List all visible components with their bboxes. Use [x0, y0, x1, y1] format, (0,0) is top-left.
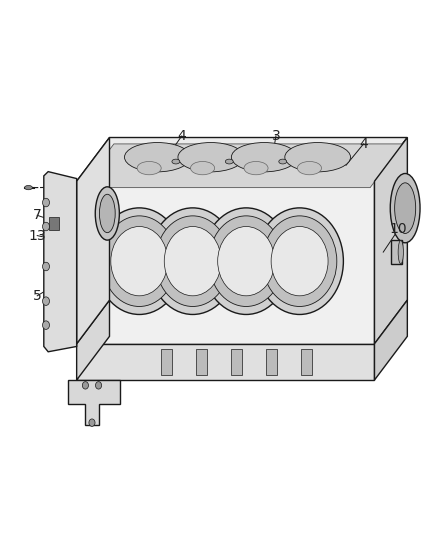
Ellipse shape — [82, 382, 88, 389]
Polygon shape — [196, 349, 207, 375]
Ellipse shape — [95, 382, 102, 389]
Polygon shape — [301, 349, 312, 375]
Polygon shape — [266, 349, 277, 375]
Ellipse shape — [244, 161, 268, 175]
Ellipse shape — [209, 216, 283, 306]
Polygon shape — [77, 138, 407, 181]
Ellipse shape — [225, 159, 233, 164]
Ellipse shape — [102, 216, 177, 306]
Polygon shape — [391, 240, 402, 264]
Polygon shape — [44, 172, 77, 352]
Ellipse shape — [137, 161, 161, 175]
Text: 3: 3 — [272, 129, 280, 143]
Ellipse shape — [42, 297, 49, 305]
Ellipse shape — [95, 187, 119, 240]
Ellipse shape — [285, 142, 350, 172]
Text: 7: 7 — [33, 208, 42, 222]
Ellipse shape — [25, 185, 32, 190]
Polygon shape — [231, 349, 242, 375]
Ellipse shape — [191, 161, 215, 175]
Polygon shape — [374, 300, 407, 380]
Ellipse shape — [42, 198, 49, 207]
Text: 5: 5 — [33, 289, 42, 303]
Ellipse shape — [202, 208, 290, 314]
Ellipse shape — [95, 208, 183, 314]
Ellipse shape — [390, 173, 420, 243]
Polygon shape — [77, 300, 110, 380]
Ellipse shape — [89, 419, 95, 426]
Polygon shape — [77, 344, 374, 380]
Ellipse shape — [271, 227, 328, 296]
Ellipse shape — [172, 159, 180, 164]
Ellipse shape — [398, 240, 403, 264]
Ellipse shape — [42, 321, 49, 329]
Ellipse shape — [42, 262, 49, 271]
Ellipse shape — [256, 208, 343, 314]
Text: 13: 13 — [28, 229, 46, 243]
Text: 4: 4 — [177, 129, 186, 143]
Ellipse shape — [178, 142, 244, 172]
Polygon shape — [81, 144, 403, 188]
Ellipse shape — [297, 161, 321, 175]
Ellipse shape — [279, 159, 287, 164]
Polygon shape — [374, 138, 407, 344]
Polygon shape — [49, 217, 59, 230]
Ellipse shape — [164, 227, 221, 296]
Ellipse shape — [99, 195, 115, 232]
Text: 4: 4 — [359, 137, 368, 151]
Ellipse shape — [262, 216, 337, 306]
Ellipse shape — [111, 227, 168, 296]
Polygon shape — [77, 138, 110, 344]
Polygon shape — [161, 349, 172, 375]
Ellipse shape — [124, 142, 190, 172]
Ellipse shape — [155, 216, 230, 306]
Ellipse shape — [218, 227, 275, 296]
Ellipse shape — [395, 183, 416, 233]
Polygon shape — [68, 380, 120, 425]
Polygon shape — [374, 138, 407, 344]
Ellipse shape — [149, 208, 237, 314]
Ellipse shape — [231, 142, 297, 172]
Ellipse shape — [42, 222, 49, 231]
Text: 10: 10 — [390, 222, 407, 236]
Polygon shape — [77, 181, 374, 344]
